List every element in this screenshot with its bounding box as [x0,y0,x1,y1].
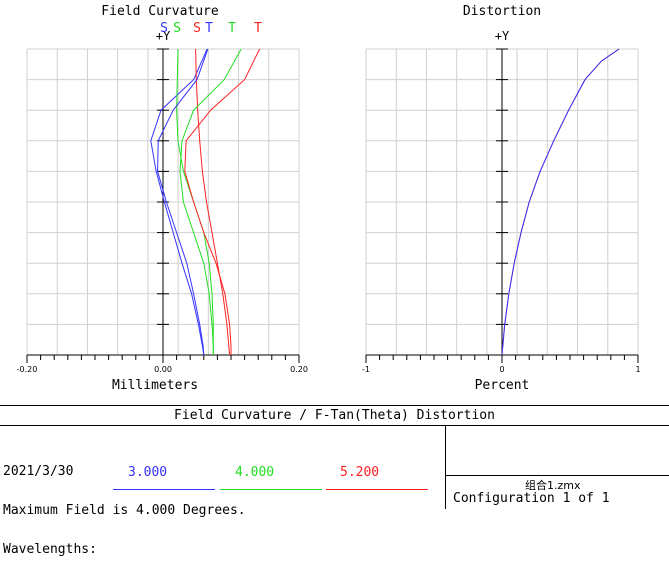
dist-x-tick-label: -1 [362,365,370,374]
fc-series-line [195,48,231,356]
footer-divider [445,426,446,509]
dist-series-line [501,48,620,356]
legend-entry-t: T [205,21,213,36]
fc-series-line [150,48,208,356]
filename-text: 组合1.zmx [525,479,581,492]
fc-series-line [184,48,261,355]
footer-right-separator [445,475,669,476]
legend-entry-s: S [160,21,168,36]
wavelength-1: 3.000 [128,465,168,480]
wavelength-1-swatch [113,489,215,490]
max-field-text: Maximum Field is 4.000 Degrees. [3,503,246,518]
date-text: 2021/3/30 [3,464,74,479]
legend-entry-s: S [173,21,181,36]
dist-x-tick-label: 0 [499,365,504,374]
fc-series-line [157,48,209,356]
footer-info: 2021/3/30 Maximum Field is 4.000 Degrees… [3,439,246,582]
legend-entry-t: T [228,21,236,36]
fc-y-axis-label: +Y [156,29,171,43]
legend-entry-t: T [254,21,262,36]
wavelength-2-swatch [220,489,322,490]
configuration-text: Configuration 1 of 1 [453,491,610,506]
footer-title: Field Curvature / F-Tan(Theta) Distortio… [0,406,669,426]
wavelength-3: 5.200 [340,465,380,480]
wavelengths-label: Wavelengths: [3,542,97,557]
fc-x-tick-label: 0.00 [154,365,172,374]
fc-x-label: Millimeters [112,378,198,393]
wavelength-2: 4.000 [235,465,275,480]
fc-x-tick-label: 0.20 [290,365,308,374]
fc-title: Field Curvature [101,4,219,19]
dist-x-tick-label: 1 [635,365,640,374]
dist-title: Distortion [463,4,541,19]
footer-panel: Field Curvature / F-Tan(Theta) Distortio… [0,405,669,556]
fc-x-tick-label: -0.20 [17,365,38,374]
legend-entry-s: S [193,21,201,36]
fc-series-line [179,48,242,355]
dist-x-label: Percent [475,378,530,393]
wavelength-3-swatch [326,489,428,490]
chart-canvas: -0.20 0.00 0.20 Field Curvature +Y Millimeter… [17,4,641,393]
dist-y-axis-label: +Y [495,29,510,43]
